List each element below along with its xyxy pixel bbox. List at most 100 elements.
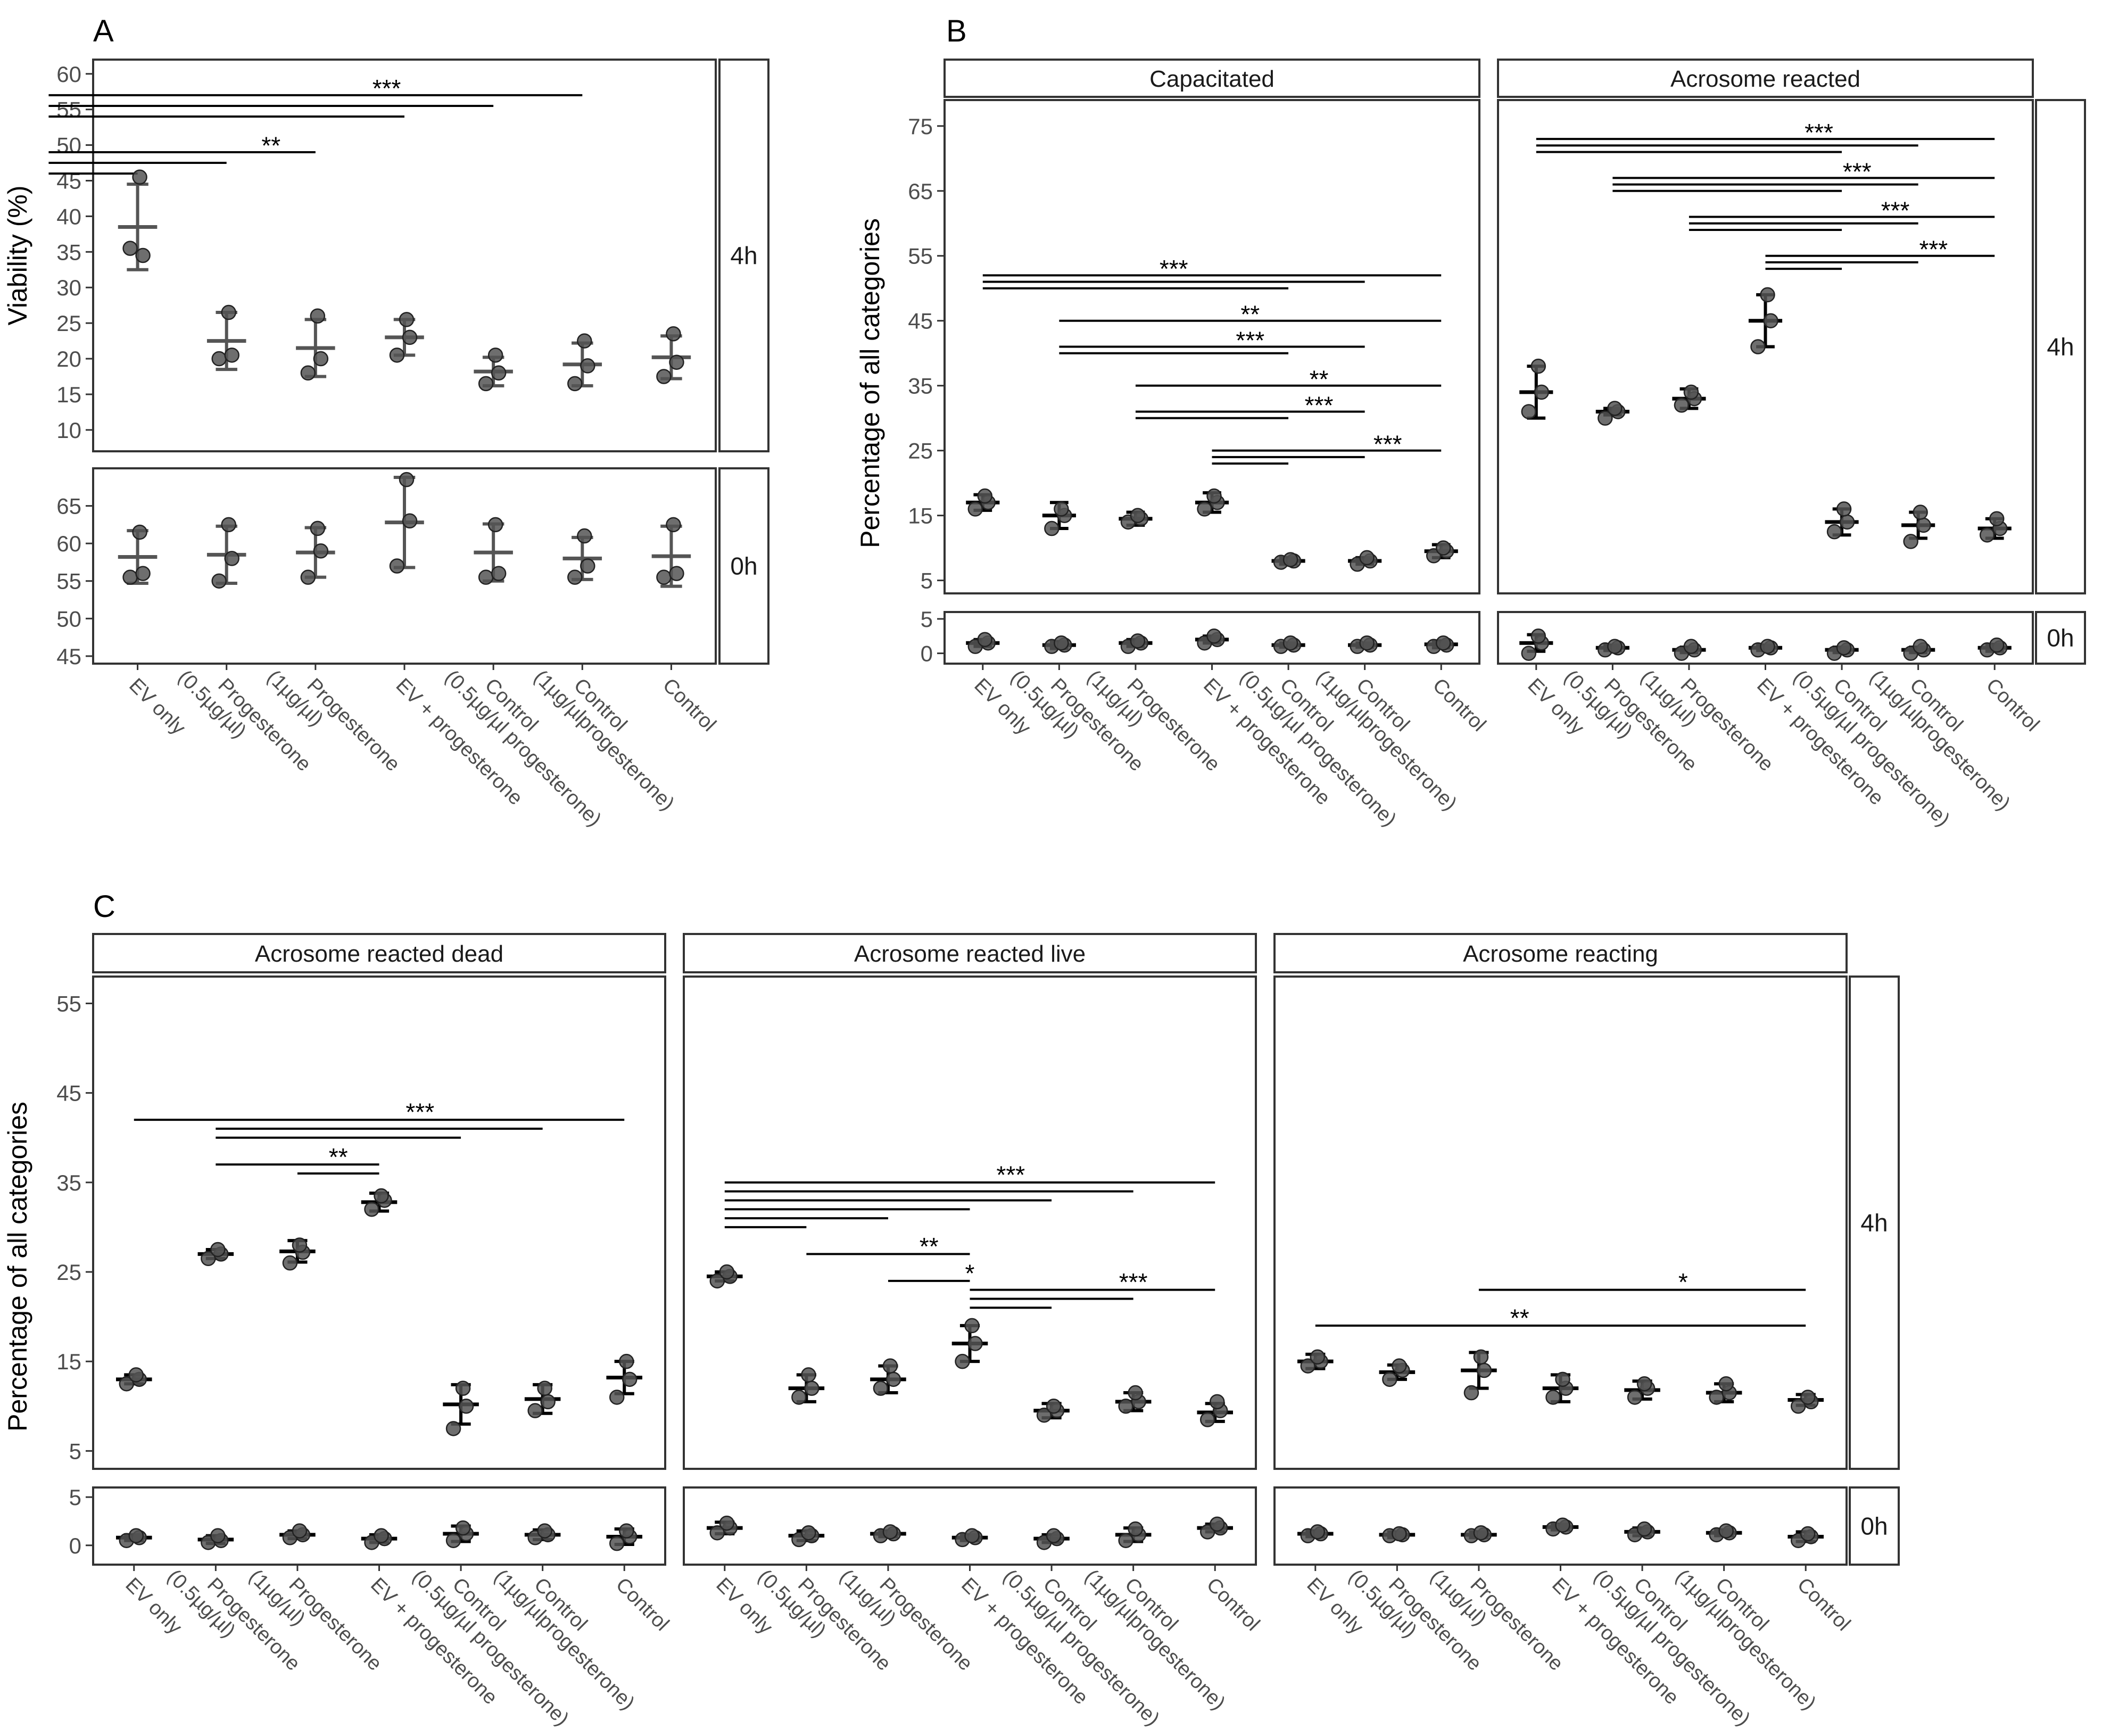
facet-strip (92, 933, 666, 973)
data-point (224, 551, 239, 566)
facet-panel: EV only Progesterone(0.5µg/µl) Progesteron… (92, 467, 720, 831)
facet-panel: *** *** *** *** (1497, 99, 2034, 594)
x-tick-label: Control (611, 1574, 673, 1635)
panel-B: B Percentage of all categories Capacitated… (855, 14, 2086, 831)
facet-strip-label: Acrosome reacted (1670, 66, 1860, 92)
data-point (221, 304, 236, 320)
data-point (491, 365, 507, 381)
facet-border (683, 976, 1257, 1470)
data-point (709, 1525, 725, 1541)
data-point (300, 365, 316, 381)
y-tick-label: 15 (908, 503, 933, 528)
y-tick-label: 15 (56, 382, 81, 407)
y-tick-label: 45 (908, 309, 933, 334)
facet-panel: ***** (92, 976, 666, 1470)
row-strip-label: 4h (2047, 333, 2074, 361)
data-point (1683, 384, 1699, 400)
data-point (1989, 511, 2005, 526)
data-point (122, 241, 138, 256)
significance-stars: * (1678, 1268, 1688, 1296)
data-point (719, 1264, 735, 1280)
data-point (1521, 404, 1537, 419)
data-point (1718, 1376, 1734, 1392)
data-point (1209, 1516, 1225, 1532)
data-point (1130, 508, 1146, 523)
y-tick-label: 15 (56, 1349, 81, 1374)
row-strip (718, 467, 769, 665)
data-point (1435, 540, 1451, 556)
data-point (1054, 635, 1069, 651)
facet-strip (1497, 59, 2034, 98)
y-axis-label: Percentage of all categories (855, 218, 885, 548)
data-point (666, 326, 681, 342)
y-tick-label: 55 (56, 97, 81, 122)
y-tick-label: 5 (921, 607, 933, 632)
data-point (955, 1353, 970, 1369)
significance-stars: *** (996, 1161, 1025, 1188)
data-point (402, 329, 418, 345)
data-point (1903, 534, 1918, 549)
facet-border (683, 1486, 1257, 1566)
y-tick-label: 45 (56, 1081, 81, 1106)
data-point (1118, 1533, 1133, 1548)
facet-strip-label: Acrosome reacted dead (255, 941, 503, 967)
data-point (491, 566, 507, 581)
data-point (977, 632, 993, 647)
data-point (801, 1367, 816, 1383)
y-tick-label: 75 (908, 114, 933, 139)
x-tick-label-line: Control (1982, 674, 2043, 736)
data-point (580, 358, 595, 374)
data-point (389, 348, 405, 363)
x-tick-label: Control (1793, 1574, 1855, 1635)
data-point (1199, 1412, 1215, 1427)
data-point (1836, 501, 1852, 517)
significance-stars: *** (1919, 236, 1948, 263)
significance-stars: ** (1310, 366, 1329, 393)
data-point (669, 354, 684, 370)
facet-border (92, 59, 717, 452)
x-tick-label: Control (1428, 674, 1490, 736)
data-point (967, 1336, 983, 1351)
data-point (1627, 1390, 1643, 1405)
facet-panel: ***** (48, 59, 717, 452)
significance-stars: *** (1119, 1268, 1148, 1296)
data-point (609, 1535, 625, 1551)
row-strip (718, 59, 769, 452)
data-point (132, 169, 147, 185)
data-point (292, 1523, 308, 1539)
facet-border (92, 976, 666, 1470)
data-point (1206, 488, 1222, 504)
facet-panel: *** (1273, 976, 1848, 1470)
data-point (211, 351, 227, 367)
data-point (540, 1394, 556, 1410)
data-point (1989, 637, 2005, 653)
data-point (1839, 514, 1855, 530)
data-point (977, 488, 993, 504)
data-point (487, 517, 503, 533)
data-point (364, 1202, 379, 1217)
data-point (310, 308, 326, 324)
x-tick-label-line: Control (1793, 1574, 1855, 1635)
data-point (374, 1188, 389, 1204)
y-axis-label: Viability (%) (3, 185, 32, 325)
data-point (1555, 1371, 1570, 1387)
facet-border (92, 1486, 666, 1566)
data-point (719, 1515, 735, 1531)
data-point (1607, 639, 1623, 654)
data-point (1310, 1524, 1326, 1540)
data-point (1683, 639, 1699, 654)
y-tick-label: 0 (69, 1533, 81, 1558)
data-point (964, 1318, 980, 1334)
y-tick-label: 45 (56, 168, 81, 193)
y-tick-label: 35 (56, 239, 81, 264)
data-point (478, 569, 494, 585)
data-point (801, 1525, 816, 1541)
data-point (1128, 1385, 1143, 1401)
y-tick-label: 5 (69, 1439, 81, 1464)
y-tick-label: 65 (56, 494, 81, 519)
data-point (455, 1520, 471, 1536)
data-point (389, 558, 405, 574)
significance-stars: ** (329, 1143, 348, 1171)
y-tick-label: 0 (921, 641, 933, 666)
